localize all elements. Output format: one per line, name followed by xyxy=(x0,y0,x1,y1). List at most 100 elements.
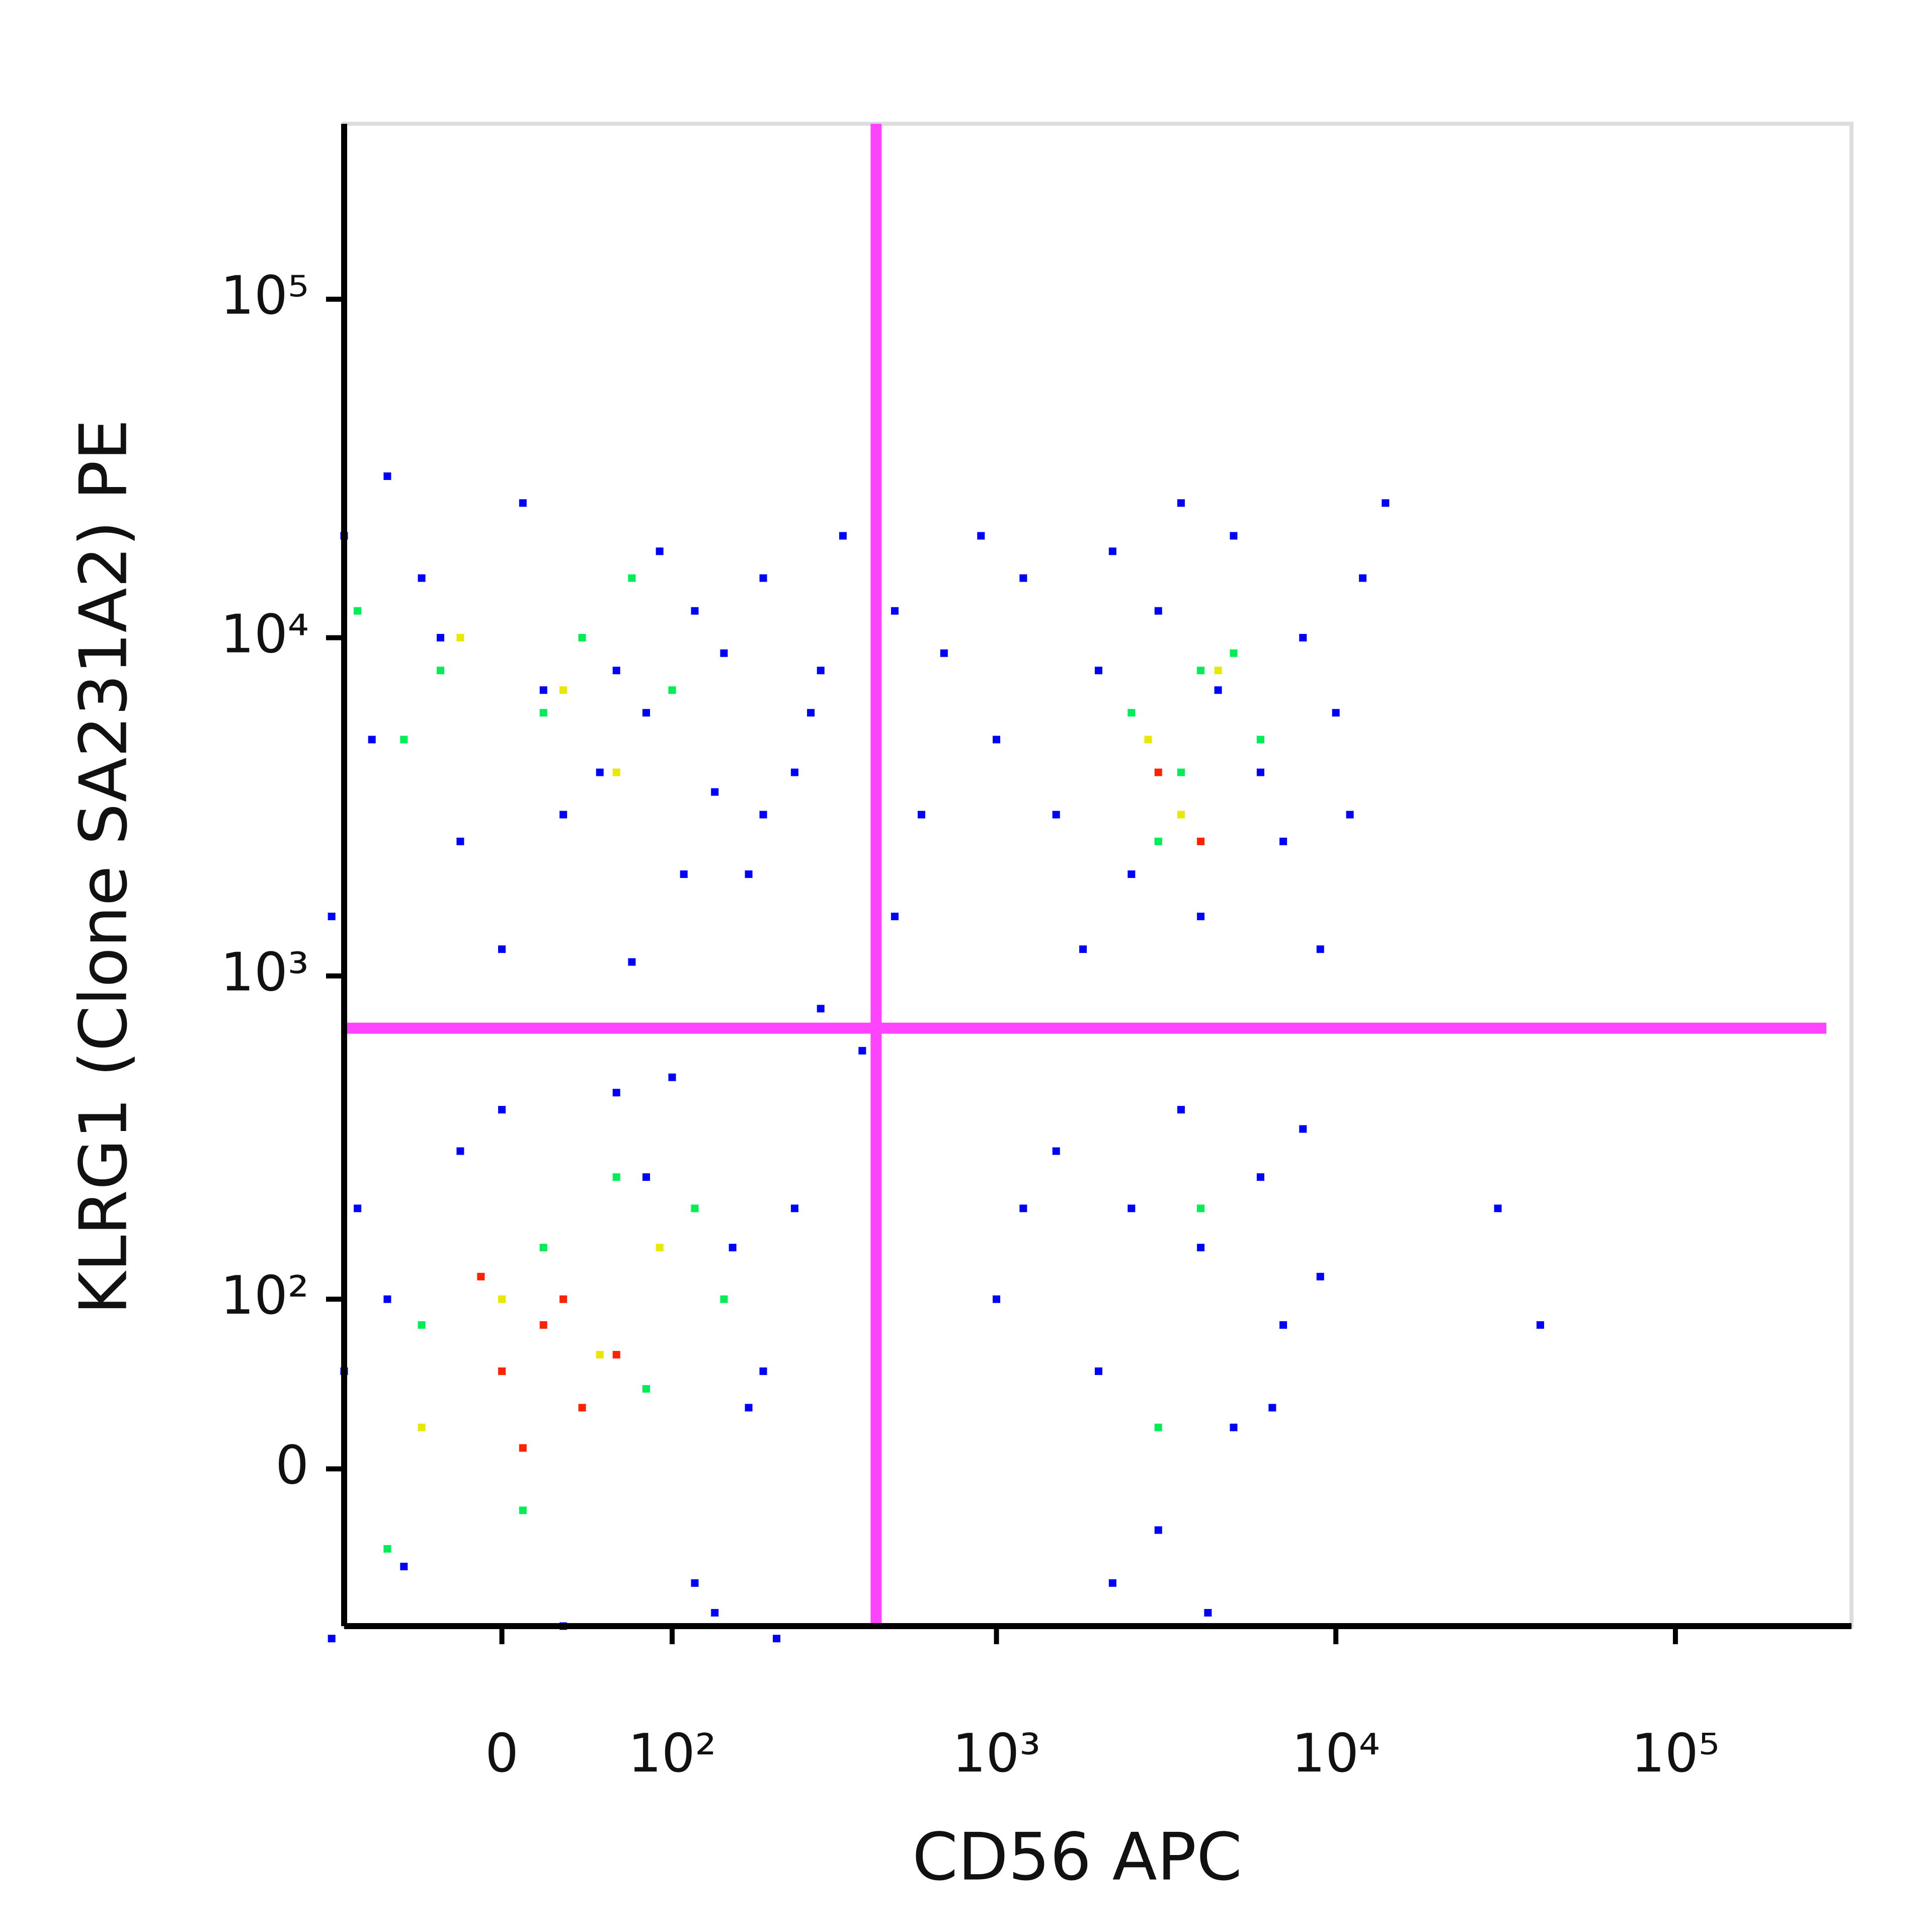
point xyxy=(1382,499,1390,507)
point xyxy=(1197,1244,1205,1252)
point xyxy=(891,607,899,615)
point xyxy=(790,1204,798,1213)
y-tick-label: 10² xyxy=(220,1265,309,1326)
point xyxy=(1128,709,1136,717)
point xyxy=(418,1423,426,1431)
point xyxy=(745,870,753,878)
point xyxy=(759,811,767,819)
point xyxy=(559,686,568,694)
point xyxy=(1154,607,1162,615)
point xyxy=(1332,709,1340,717)
point xyxy=(729,1244,737,1252)
point xyxy=(1256,768,1264,776)
point xyxy=(1108,1579,1116,1587)
point xyxy=(1279,837,1287,845)
point xyxy=(1197,667,1205,675)
point xyxy=(456,837,464,845)
point xyxy=(368,736,376,744)
point xyxy=(477,1272,485,1280)
y-axis-title: KLRG1 (Clone SA231A2) PE xyxy=(65,419,142,1315)
point xyxy=(1346,811,1354,819)
point xyxy=(436,633,444,641)
point xyxy=(817,667,825,675)
x-tick-label: 0 xyxy=(485,1723,519,1784)
point xyxy=(1197,1204,1205,1213)
point xyxy=(628,958,636,966)
point xyxy=(628,574,636,582)
point xyxy=(1316,1272,1324,1280)
point xyxy=(1128,1204,1136,1213)
point xyxy=(1154,1423,1162,1431)
y-tick-label: 10⁵ xyxy=(220,265,309,327)
point xyxy=(1494,1204,1502,1213)
point xyxy=(519,1444,527,1452)
point xyxy=(559,811,568,819)
point xyxy=(400,1563,408,1571)
point xyxy=(1019,1204,1027,1213)
point xyxy=(691,607,699,615)
point xyxy=(498,1295,506,1303)
point xyxy=(539,709,547,717)
point xyxy=(328,1635,336,1643)
point xyxy=(1230,1423,1238,1431)
point xyxy=(436,667,444,675)
point xyxy=(1154,837,1162,845)
x-tick-label: 10³ xyxy=(952,1723,1041,1784)
point xyxy=(1019,574,1027,582)
point xyxy=(691,1579,699,1587)
point xyxy=(668,1073,676,1081)
point xyxy=(1094,667,1102,675)
point xyxy=(1536,1321,1544,1329)
point xyxy=(559,1295,568,1303)
point xyxy=(745,1404,753,1412)
point xyxy=(642,1385,650,1393)
point xyxy=(498,945,506,953)
point xyxy=(1316,945,1324,953)
point xyxy=(1177,499,1185,507)
point xyxy=(1197,837,1205,845)
point xyxy=(1108,547,1116,555)
point xyxy=(1144,736,1152,744)
point xyxy=(612,768,620,776)
point xyxy=(642,709,650,717)
point xyxy=(1256,1173,1264,1181)
point xyxy=(498,1106,506,1114)
point xyxy=(1052,1147,1060,1155)
point xyxy=(456,1147,464,1155)
point xyxy=(720,1295,728,1303)
point xyxy=(773,1635,781,1643)
point xyxy=(612,1351,620,1359)
point xyxy=(642,1173,650,1181)
point xyxy=(1094,1367,1102,1375)
point xyxy=(1230,532,1238,540)
point xyxy=(1197,913,1205,921)
point xyxy=(578,1404,586,1412)
point xyxy=(1230,649,1238,657)
point xyxy=(578,633,586,641)
point xyxy=(612,667,620,675)
point xyxy=(668,686,676,694)
point xyxy=(418,574,426,582)
point xyxy=(1256,736,1264,744)
point xyxy=(759,1367,767,1375)
point xyxy=(498,1367,506,1375)
point xyxy=(519,1506,527,1514)
point xyxy=(596,1351,604,1359)
point xyxy=(711,788,719,796)
point xyxy=(400,736,408,744)
y-tick-label: 0 xyxy=(275,1434,309,1496)
point xyxy=(1214,667,1222,675)
plot-frame xyxy=(342,122,1854,1628)
point xyxy=(759,574,767,582)
point xyxy=(383,1295,391,1303)
point xyxy=(1177,768,1185,776)
point xyxy=(720,649,728,657)
point xyxy=(839,532,847,540)
point xyxy=(680,870,688,878)
point xyxy=(1204,1608,1212,1617)
point xyxy=(1177,1106,1185,1114)
point xyxy=(596,768,604,776)
point xyxy=(711,1608,719,1617)
y-tick-label: 10³ xyxy=(220,942,309,1003)
